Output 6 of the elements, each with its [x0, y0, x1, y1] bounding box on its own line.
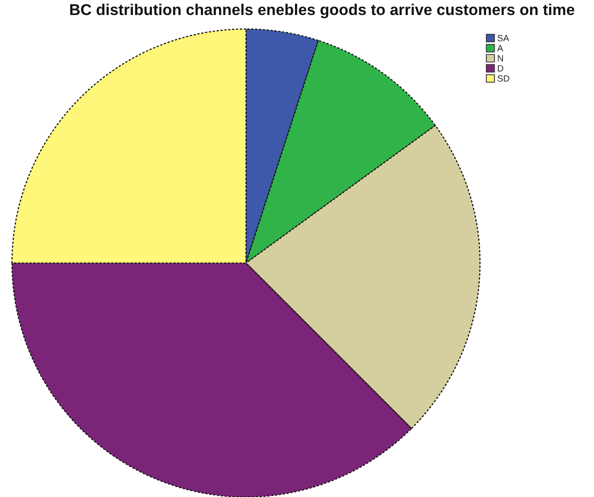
legend-label: N — [498, 55, 503, 62]
chart-title: BC distribution channels enebles goods to arrive customers on time — [70, 4, 574, 18]
legend-label: A — [497, 45, 504, 52]
legend-label: SA — [498, 34, 510, 42]
legend-label: D — [498, 65, 504, 72]
legend-label: SD — [498, 75, 510, 82]
